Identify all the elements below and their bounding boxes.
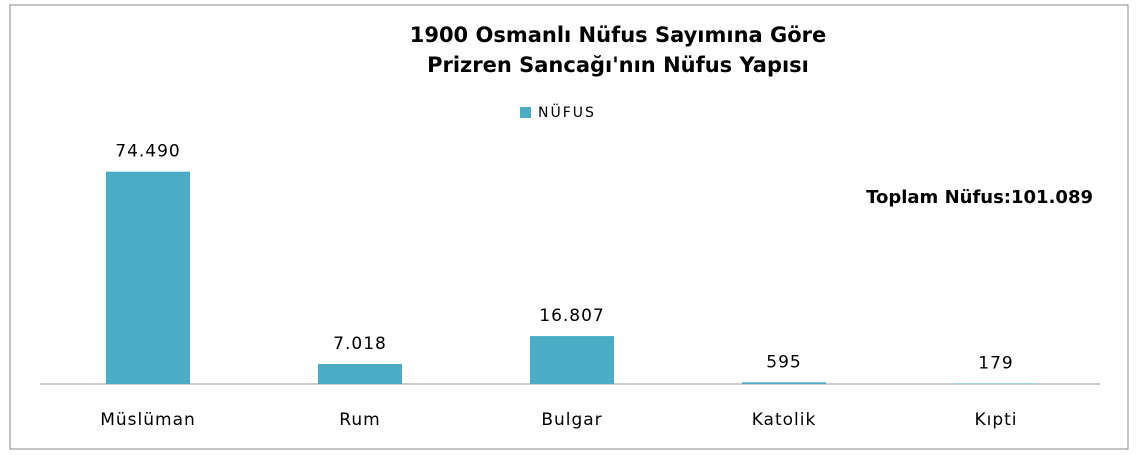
chart-title: 1900 Osmanlı Nüfus Sayımına Göre: [410, 23, 827, 47]
legend-label: NÜFUS: [538, 103, 596, 121]
data-label: 74.490: [115, 142, 180, 162]
x-tick-label: Bulgar: [541, 410, 602, 430]
bar: [954, 383, 1038, 384]
x-tick-label: Müslüman: [100, 410, 196, 430]
bar: [742, 382, 826, 384]
x-tick-label: Kıpti: [974, 410, 1017, 430]
annotation: Toplam Nüfus:101.089: [866, 187, 1093, 208]
x-tick-label: Katolik: [752, 410, 817, 430]
data-label: 595: [766, 352, 801, 372]
data-label: 16.807: [539, 306, 604, 326]
bar: [530, 336, 614, 384]
data-label: 7.018: [333, 334, 387, 354]
x-tick-label: Rum: [339, 410, 380, 430]
bar: [106, 171, 190, 384]
legend-swatch: [520, 107, 531, 118]
chart-title: Prizren Sancağı'nın Nüfus Yapısı: [427, 53, 809, 77]
bar: [318, 363, 402, 384]
data-label: 179: [978, 353, 1013, 373]
